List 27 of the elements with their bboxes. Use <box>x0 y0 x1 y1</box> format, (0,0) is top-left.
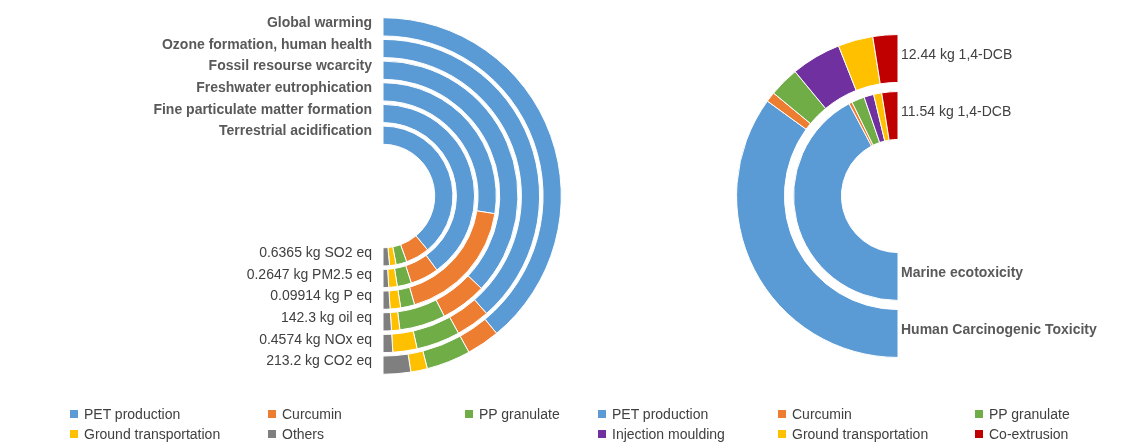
legend-label: Co-extrusion <box>989 426 1069 442</box>
legend-label: PP granulate <box>989 406 1070 422</box>
text: 142.3 kg oil eq <box>280 307 372 326</box>
text: 12.44 kg 1,4-DCB <box>901 44 1013 63</box>
slice-label: Ozone formation, human health <box>161 34 372 53</box>
text: 0.6365 kg SO2 eq <box>259 242 372 261</box>
text: 11.54 kg 1,4-DCB <box>901 101 1012 120</box>
slice-label: Terrestrial acidification <box>218 121 372 140</box>
legend-label: Curcumin <box>282 406 342 422</box>
text: 0.2647 kg PM2.5 eq <box>246 264 372 283</box>
legend-label: Ground transportation <box>84 426 221 442</box>
text: 0.4574 kg NOx eq <box>259 329 372 348</box>
text: 213.2 kg CO2 eq <box>266 351 372 370</box>
slice-label: Marine ecotoxicity <box>901 262 1024 281</box>
slice-label: Freshwater eutrophication <box>196 77 372 96</box>
slice-label: Fine particulate matter formation <box>153 99 372 118</box>
legend-label: Injection moulding <box>612 426 725 442</box>
text: 0.09914 kg P eq <box>270 286 372 305</box>
legend-label: Others <box>282 426 325 442</box>
legend-label: Ground transportation <box>792 426 929 442</box>
legend-label: PP granulate <box>479 406 560 422</box>
legend-label: PET production <box>84 406 181 422</box>
legend-label: Curcumin <box>792 406 852 422</box>
slice-label: Fossil resourse wcarcity <box>208 56 372 75</box>
legend-label: PET production <box>612 406 709 422</box>
slice-label: Global warming <box>266 12 372 31</box>
slice-label: Human Carcinogenic Toxicity <box>901 319 1097 338</box>
